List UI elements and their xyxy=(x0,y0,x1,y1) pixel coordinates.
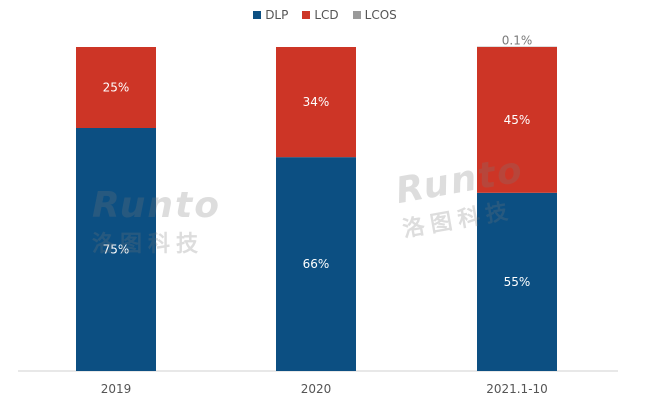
data-label-lcd-0: 25% xyxy=(103,81,130,95)
legend-label-lcd: LCD xyxy=(314,8,339,22)
data-label-dlp-0: 75% xyxy=(103,243,130,257)
bar-lcd-2 xyxy=(477,47,557,193)
legend-item-dlp: DLP xyxy=(253,8,288,22)
legend: DLP LCD LCOS xyxy=(0,8,650,22)
legend-swatch-lcos xyxy=(352,11,361,19)
bar-dlp-2 xyxy=(477,192,557,371)
x-tick-label-1: 2020 xyxy=(301,382,332,396)
x-tick-label-0: 2019 xyxy=(101,382,132,396)
bar-dlp-0 xyxy=(76,128,156,371)
legend-item-lcd: LCD xyxy=(302,8,339,22)
x-tick-label-2: 2021.1-10 xyxy=(486,382,548,396)
bar-lcd-0 xyxy=(76,47,156,128)
data-label-lcos-2: 0.1% xyxy=(502,34,533,48)
legend-label-lcos: LCOS xyxy=(364,8,397,22)
data-label-lcd-1: 34% xyxy=(303,95,330,109)
legend-swatch-dlp xyxy=(253,11,262,19)
data-label-dlp-1: 66% xyxy=(303,257,330,271)
legend-label-dlp: DLP xyxy=(265,8,289,22)
legend-item-lcos: LCOS xyxy=(352,8,397,22)
data-label-lcd-2: 45% xyxy=(504,113,531,127)
bar-dlp-1 xyxy=(276,157,356,371)
data-label-dlp-2: 55% xyxy=(504,275,531,289)
legend-swatch-lcd xyxy=(302,11,311,19)
bar-lcd-1 xyxy=(276,47,356,158)
